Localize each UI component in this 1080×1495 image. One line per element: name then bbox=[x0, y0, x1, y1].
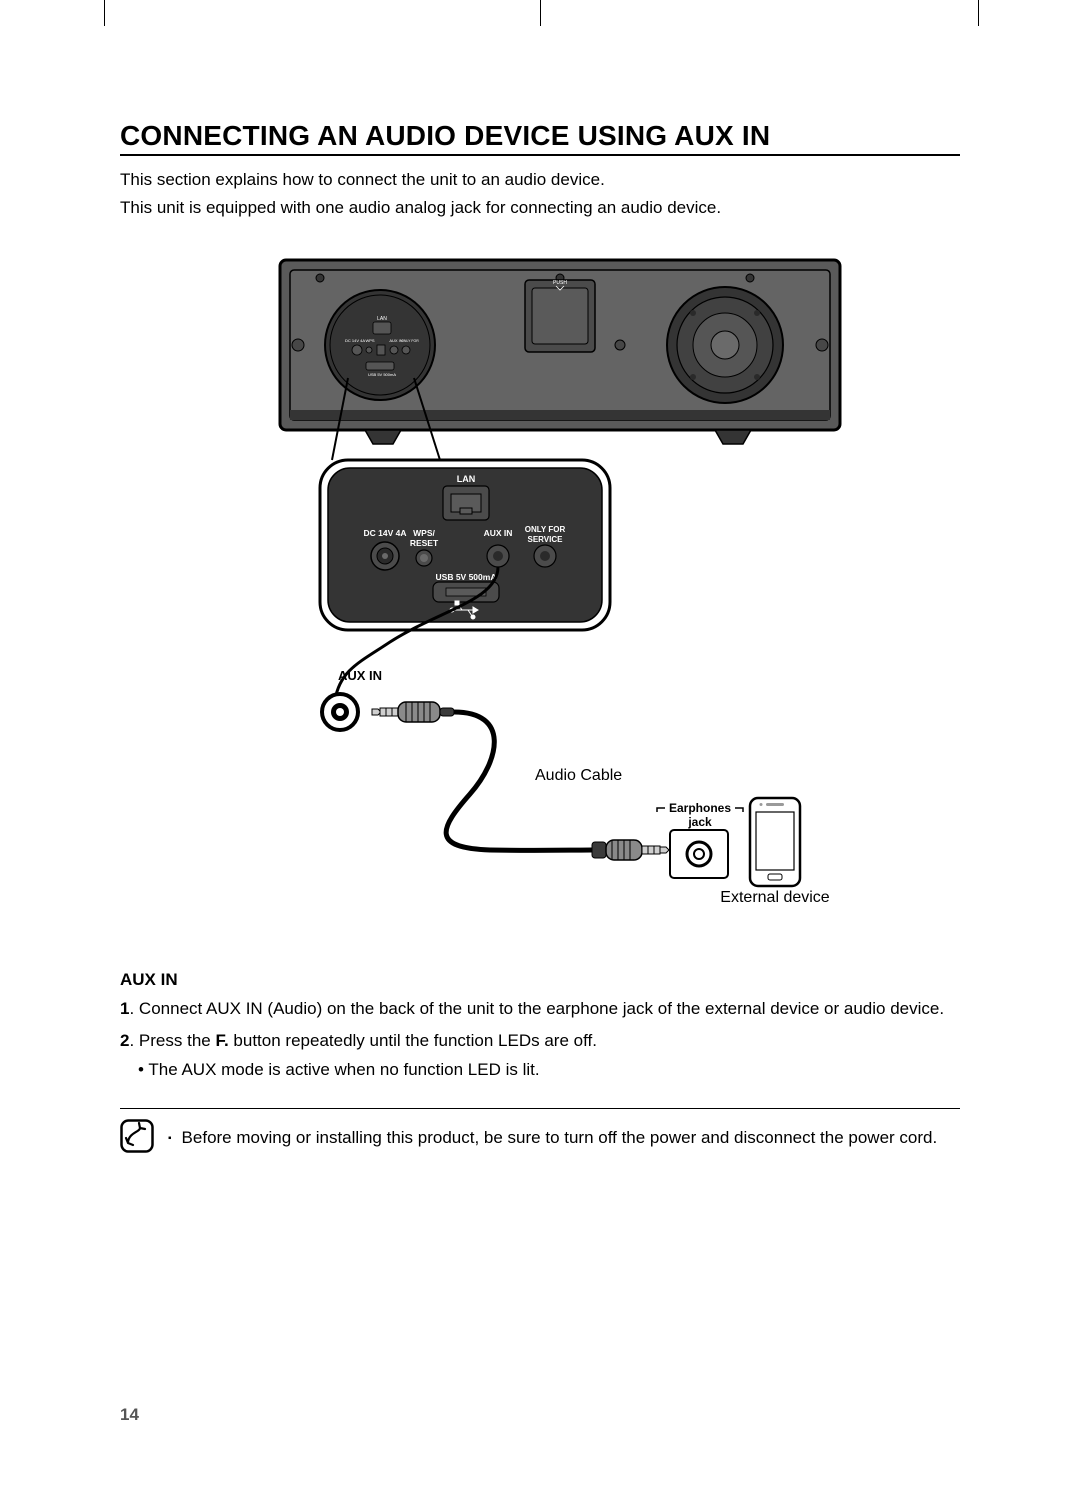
svg-text:ONLY FOR: ONLY FOR bbox=[525, 525, 566, 534]
label-earphones-2: jack bbox=[687, 815, 712, 829]
page-number: 14 bbox=[120, 1405, 139, 1425]
port-label-lan-small: LAN bbox=[377, 316, 387, 322]
crop-mark bbox=[540, 0, 541, 26]
label-aux-in: AUX IN bbox=[338, 668, 382, 683]
plug-right bbox=[592, 840, 669, 860]
svg-text:ONLY FOR: ONLY FOR bbox=[401, 339, 419, 343]
crop-mark bbox=[978, 0, 979, 26]
port-label-aux: AUX IN bbox=[484, 528, 513, 538]
aux-jack-and-plug: AUX IN bbox=[322, 668, 454, 730]
step-1: 1. Connect AUX IN (Audio) on the back of… bbox=[120, 996, 960, 1022]
crop-mark bbox=[104, 0, 105, 26]
svg-text:WPS/: WPS/ bbox=[413, 528, 435, 538]
connection-diagram: LAN DC 14V 4A WPS AUX IN ONLY FOR USB 5V… bbox=[120, 250, 960, 950]
speaker-rear-view: LAN DC 14V 4A WPS AUX IN ONLY FOR USB 5V… bbox=[280, 260, 840, 460]
intro-line-2: This unit is equipped with one audio ana… bbox=[120, 196, 960, 220]
svg-text:RESET: RESET bbox=[410, 538, 439, 548]
step-2: 2. Press the F. button repeatedly until … bbox=[120, 1028, 960, 1054]
svg-text:SERVICE: SERVICE bbox=[528, 535, 564, 544]
svg-text:PUSH: PUSH bbox=[553, 280, 567, 286]
note-separator bbox=[120, 1108, 960, 1109]
port-label-lan: LAN bbox=[457, 474, 476, 484]
section-title: CONNECTING AN AUDIO DEVICE USING AUX IN bbox=[120, 120, 960, 156]
label-audio-cable: Audio Cable bbox=[535, 767, 622, 784]
intro-line-1: This section explains how to connect the… bbox=[120, 168, 960, 192]
note-text: Before moving or installing this product… bbox=[168, 1119, 937, 1151]
label-earphones-1: Earphones bbox=[669, 801, 731, 815]
aux-subheading: AUX IN bbox=[120, 970, 960, 990]
svg-text:USB 5V 500mA: USB 5V 500mA bbox=[368, 372, 396, 377]
svg-text:DC 14V 4A: DC 14V 4A bbox=[345, 338, 365, 343]
port-label-usb: USB 5V 500mA bbox=[436, 572, 497, 582]
earphones-jack-box: Earphones jack bbox=[657, 801, 743, 878]
port-label-dc: DC 14V 4A bbox=[364, 528, 407, 538]
label-external-device: External device bbox=[720, 889, 829, 906]
note-icon bbox=[120, 1119, 154, 1153]
external-device-phone: External device bbox=[720, 798, 829, 906]
step-2-bullet: • The AUX mode is active when no functio… bbox=[138, 1060, 960, 1080]
svg-text:WPS: WPS bbox=[365, 338, 374, 343]
